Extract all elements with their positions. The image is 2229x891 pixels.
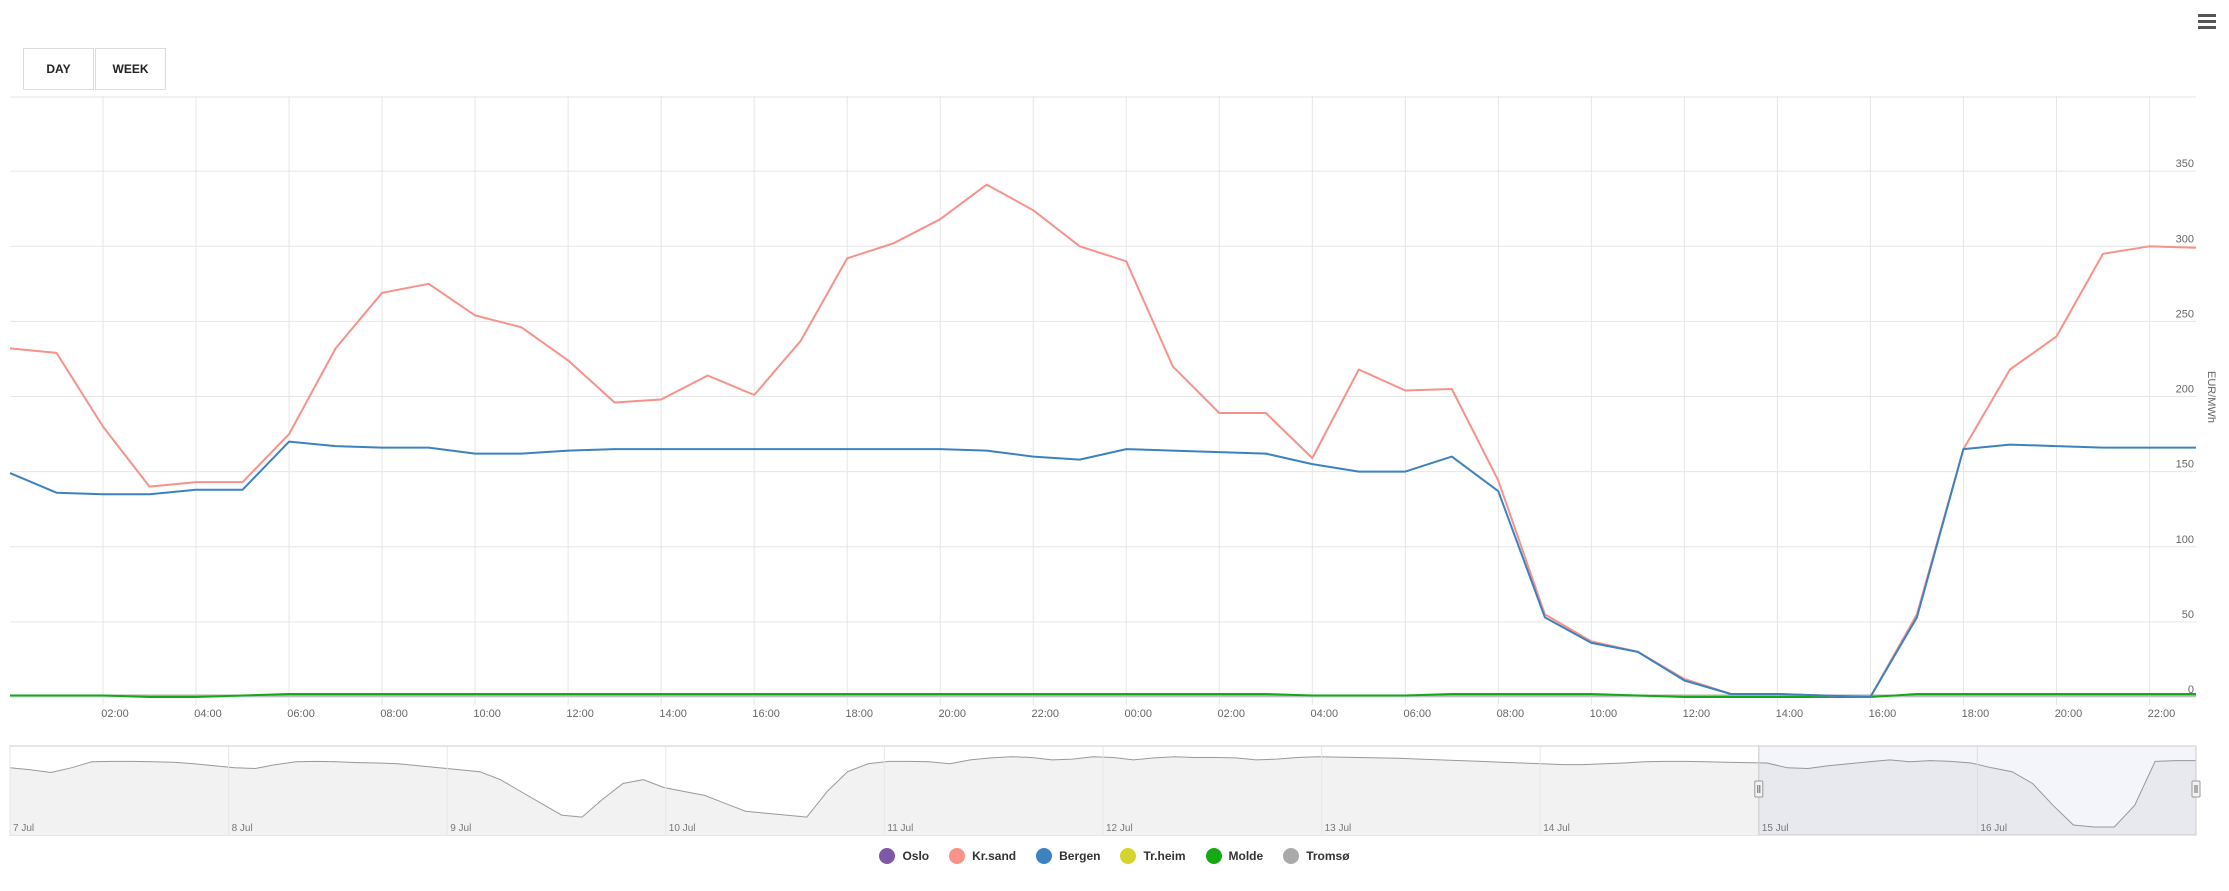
x-tick-label: 14:00 bbox=[1776, 708, 1804, 720]
navigator-tick-label: 7 Jul bbox=[13, 823, 34, 834]
legend-marker-icon bbox=[1036, 848, 1053, 864]
y-axis-title: EUR/MWh bbox=[2205, 371, 2217, 423]
x-tick-label: 00:00 bbox=[1124, 708, 1152, 720]
x-tick-label: 04:00 bbox=[194, 708, 222, 720]
x-tick-label: 20:00 bbox=[2055, 708, 2083, 720]
legend-label: Oslo bbox=[902, 849, 930, 863]
navigator-tick-label: 12 Jul bbox=[1106, 823, 1133, 834]
x-tick-label: 18:00 bbox=[1962, 708, 1990, 720]
navigator-tick-label: 13 Jul bbox=[1325, 823, 1352, 834]
legend-label: Bergen bbox=[1059, 849, 1101, 863]
y-tick-label: 50 bbox=[2182, 609, 2194, 621]
day-button[interactable]: DAY bbox=[23, 48, 94, 90]
legend-label: Molde bbox=[1228, 849, 1264, 863]
x-tick-label: 04:00 bbox=[1311, 708, 1339, 720]
y-tick-label: 200 bbox=[2176, 384, 2194, 396]
x-tick-label: 10:00 bbox=[473, 708, 501, 720]
navigator-selection[interactable] bbox=[1758, 745, 2197, 836]
legend-marker-icon bbox=[1283, 848, 1300, 864]
y-tick-label: 350 bbox=[2176, 158, 2194, 170]
series-line-molde[interactable] bbox=[10, 693, 2196, 698]
x-tick-label: 18:00 bbox=[845, 708, 873, 720]
x-tick-label: 22:00 bbox=[2148, 708, 2176, 720]
y-tick-label: 150 bbox=[2176, 459, 2194, 471]
legend-item-krsand[interactable]: Kr.sand bbox=[949, 848, 1016, 864]
navigator-left-handle[interactable] bbox=[1754, 780, 1764, 798]
legend-marker-icon bbox=[949, 848, 966, 864]
legend-item-troms[interactable]: Tromsø bbox=[1283, 848, 1350, 864]
legend-item-molde[interactable]: Molde bbox=[1205, 848, 1264, 864]
x-tick-label: 08:00 bbox=[380, 708, 408, 720]
legend-marker-icon bbox=[879, 848, 896, 864]
x-tick-label: 10:00 bbox=[1590, 708, 1618, 720]
x-tick-label: 02:00 bbox=[101, 708, 129, 720]
legend: Oslo Kr.sand Bergen Tr.heim Molde Tromsø bbox=[0, 848, 2229, 864]
x-tick-label: 06:00 bbox=[1404, 708, 1432, 720]
legend-item-bergen[interactable]: Bergen bbox=[1036, 848, 1100, 864]
legend-marker-icon bbox=[1120, 848, 1137, 864]
x-tick-label: 12:00 bbox=[1683, 708, 1711, 720]
x-tick-label: 16:00 bbox=[1869, 708, 1897, 720]
range-selector: DAY WEEK bbox=[23, 48, 166, 92]
navigator-tick-label: 8 Jul bbox=[232, 823, 253, 834]
x-tick-label: 22:00 bbox=[1031, 708, 1059, 720]
y-tick-label: 0 bbox=[2188, 684, 2194, 696]
y-tick-label: 300 bbox=[2176, 233, 2194, 245]
navigator-tick-label: 11 Jul bbox=[887, 823, 913, 834]
x-tick-label: 20:00 bbox=[938, 708, 966, 720]
x-tick-label: 14:00 bbox=[659, 708, 687, 720]
hamburger-menu-icon[interactable] bbox=[2195, 10, 2221, 36]
series-line-krsand[interactable] bbox=[9, 183, 2197, 698]
x-tick-label: 02:00 bbox=[1218, 708, 1246, 720]
navigator-tick-label: 14 Jul bbox=[1543, 823, 1570, 834]
navigator-tick-label: 15 Jul bbox=[1762, 823, 1789, 834]
x-tick-label: 12:00 bbox=[566, 708, 594, 720]
navigator-right-handle[interactable] bbox=[2191, 780, 2201, 798]
series-line-bergen[interactable] bbox=[9, 440, 2196, 698]
week-button[interactable]: WEEK bbox=[95, 48, 166, 90]
navigator-tick-label: 16 Jul bbox=[1980, 823, 2007, 834]
legend-label: Tr.heim bbox=[1143, 849, 1186, 863]
x-tick-label: 08:00 bbox=[1497, 708, 1525, 720]
y-tick-label: 250 bbox=[2176, 308, 2194, 320]
legend-label: Kr.sand bbox=[972, 849, 1017, 863]
legend-item-oslo[interactable]: Oslo bbox=[879, 848, 929, 864]
legend-label: Tromsø bbox=[1306, 849, 1350, 863]
x-tick-label: 16:00 bbox=[752, 708, 780, 720]
legend-marker-icon bbox=[1205, 848, 1222, 864]
navigator-tick-label: 10 Jul bbox=[669, 823, 696, 834]
navigator-tick-label: 9 Jul bbox=[450, 823, 471, 834]
y-tick-label: 100 bbox=[2176, 534, 2194, 546]
legend-item-trheim[interactable]: Tr.heim bbox=[1120, 848, 1186, 864]
x-tick-label: 06:00 bbox=[287, 708, 315, 720]
